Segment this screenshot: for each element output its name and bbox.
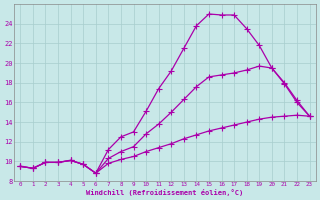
X-axis label: Windchill (Refroidissement éolien,°C): Windchill (Refroidissement éolien,°C) bbox=[86, 189, 244, 196]
